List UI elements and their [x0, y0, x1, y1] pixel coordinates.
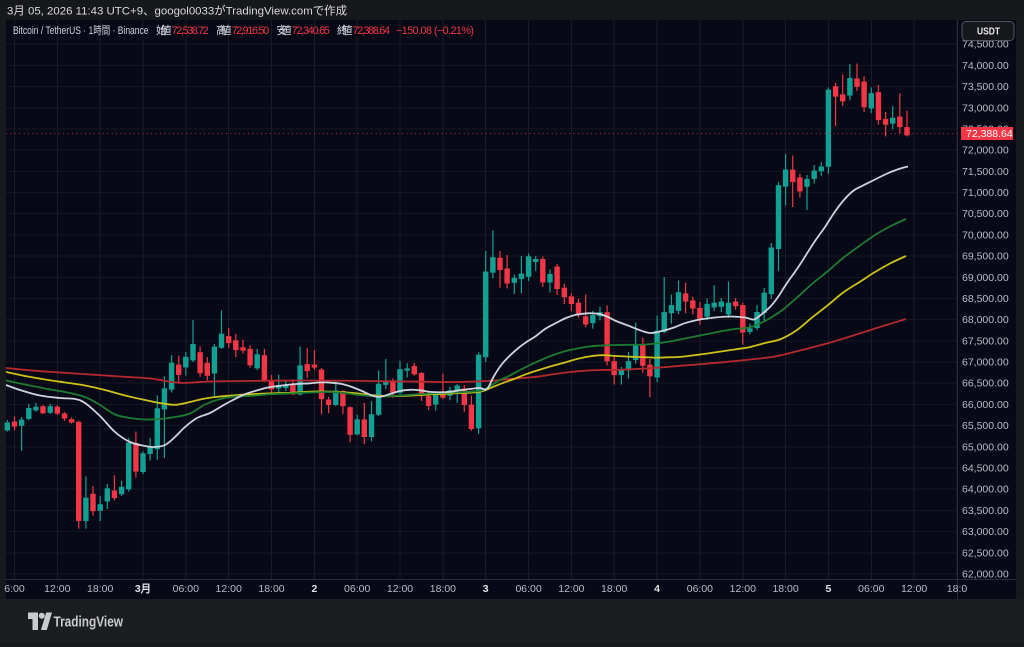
svg-text:18:00: 18:00 [258, 583, 284, 595]
svg-text:12:00: 12:00 [558, 583, 584, 595]
svg-text:終値: 終値 [337, 23, 353, 37]
svg-text:72,388.64: 72,388.64 [966, 128, 1013, 140]
svg-text:65,500.00: 65,500.00 [962, 420, 1009, 432]
svg-text:12:00: 12:00 [216, 583, 242, 595]
svg-text:70,000.00: 70,000.00 [962, 229, 1009, 241]
svg-text:62,000.00: 62,000.00 [962, 569, 1009, 581]
svg-text:06:00: 06:00 [515, 583, 541, 595]
svg-text:71,000.00: 71,000.00 [962, 187, 1009, 199]
svg-text:06:00: 06:00 [858, 583, 884, 595]
svg-text:68,000.00: 68,000.00 [962, 314, 1009, 326]
svg-text:2: 2 [311, 583, 317, 595]
svg-text:高値: 高値 [216, 23, 232, 37]
svg-text:12:00: 12:00 [44, 583, 70, 595]
svg-text:Bitcoin / TetherUS · 1時間 · Bin: Bitcoin / TetherUS · 1時間 · Binance [13, 24, 149, 37]
svg-text:68,500.00: 68,500.00 [962, 293, 1009, 305]
svg-text:−150.08 (−0.21%): −150.08 (−0.21%) [396, 25, 474, 37]
svg-text:TradingView: TradingView [54, 614, 124, 631]
svg-text:18:00: 18:00 [772, 583, 798, 595]
svg-text:72,000.00: 72,000.00 [962, 145, 1009, 157]
svg-text:USDT: USDT [977, 26, 1000, 38]
svg-text:73,500.00: 73,500.00 [962, 81, 1009, 93]
svg-text:06:00: 06:00 [687, 583, 713, 595]
svg-text:06:00: 06:00 [173, 583, 199, 595]
svg-text:70,500.00: 70,500.00 [962, 208, 1009, 220]
svg-text:72,388.64: 72,388.64 [353, 25, 391, 37]
svg-text:66,500.00: 66,500.00 [962, 378, 1009, 390]
svg-text:67,500.00: 67,500.00 [962, 335, 1009, 347]
svg-text:18:0: 18:0 [947, 583, 968, 595]
svg-text:64,500.00: 64,500.00 [962, 463, 1009, 475]
svg-text:安値: 安値 [276, 23, 292, 37]
svg-text:63,000.00: 63,000.00 [962, 526, 1009, 538]
svg-text:3月: 3月 [135, 583, 151, 595]
svg-text:73,000.00: 73,000.00 [962, 102, 1009, 114]
svg-text:72,340.65: 72,340.65 [292, 25, 330, 37]
svg-text:66,000.00: 66,000.00 [962, 399, 1009, 411]
svg-text:3月 05, 2026 11:43 UTC+9、googol: 3月 05, 2026 11:43 UTC+9、googol0033がTradi… [7, 4, 347, 18]
svg-text:18:00: 18:00 [87, 583, 113, 595]
svg-text:65,000.00: 65,000.00 [962, 441, 1009, 453]
svg-text:12:00: 12:00 [901, 583, 927, 595]
svg-text:3: 3 [483, 583, 489, 595]
svg-text:62,500.00: 62,500.00 [962, 547, 1009, 559]
svg-text:69,000.00: 69,000.00 [962, 272, 1009, 284]
svg-text:06:00: 06:00 [344, 583, 370, 595]
svg-text:始値: 始値 [156, 23, 172, 37]
svg-text:6:00: 6:00 [4, 583, 25, 595]
svg-text:72,538.72: 72,538.72 [172, 25, 209, 37]
svg-text:5: 5 [825, 583, 831, 595]
svg-text:74,000.00: 74,000.00 [962, 60, 1009, 72]
svg-text:12:00: 12:00 [387, 583, 413, 595]
svg-text:18:00: 18:00 [430, 583, 456, 595]
svg-text:18:00: 18:00 [601, 583, 627, 595]
svg-text:67,000.00: 67,000.00 [962, 357, 1009, 369]
svg-text:72,916.50: 72,916.50 [232, 25, 270, 37]
svg-text:64,000.00: 64,000.00 [962, 484, 1009, 496]
svg-text:71,500.00: 71,500.00 [962, 166, 1009, 178]
svg-text:4: 4 [654, 583, 660, 595]
svg-text:63,500.00: 63,500.00 [962, 505, 1009, 517]
svg-text:74,500.00: 74,500.00 [962, 39, 1009, 51]
svg-text:69,500.00: 69,500.00 [962, 251, 1009, 263]
svg-text:12:00: 12:00 [730, 583, 756, 595]
